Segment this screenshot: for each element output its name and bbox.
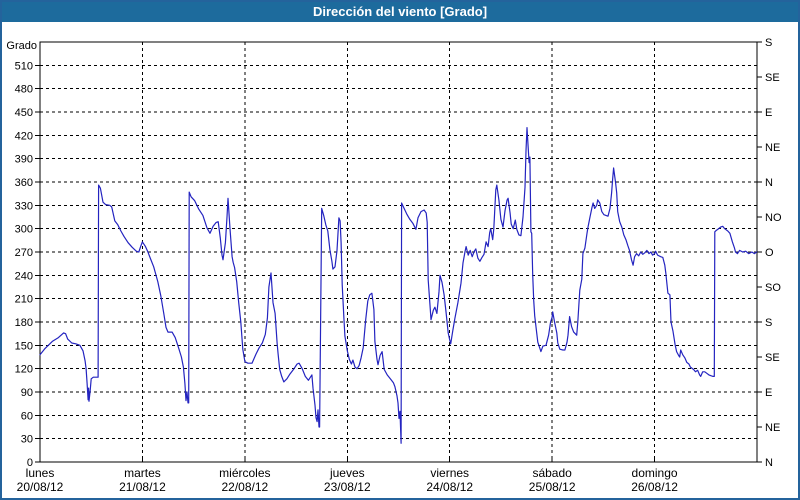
compass-tick-label: E bbox=[765, 387, 772, 399]
compass-tick-label: NE bbox=[765, 142, 780, 154]
compass-tick-label: N bbox=[765, 177, 773, 189]
y-left-tick-label: 420 bbox=[15, 130, 33, 142]
y-left-tick-label: 30 bbox=[21, 434, 33, 446]
y-left-tick-label: 210 bbox=[15, 294, 33, 306]
y-left-tick-label: 0 bbox=[27, 457, 33, 469]
y-left-tick-label: 450 bbox=[15, 107, 33, 119]
compass-tick-label: S bbox=[765, 317, 772, 329]
y-left-tick-label: 240 bbox=[15, 270, 33, 282]
day-name-label: lunes bbox=[26, 466, 55, 480]
day-date-label: 21/08/12 bbox=[119, 480, 166, 494]
compass-tick-label: SE bbox=[765, 72, 780, 84]
wind-direction-line bbox=[39, 127, 758, 444]
compass-tick-label: NE bbox=[765, 422, 780, 434]
day-name-label: sábado bbox=[532, 466, 572, 480]
day-name-label: martes bbox=[124, 466, 161, 480]
day-date-label: 23/08/12 bbox=[324, 480, 371, 494]
y-left-tick-label: 120 bbox=[15, 364, 33, 376]
y-left-tick-label: 300 bbox=[15, 224, 33, 236]
day-date-label: 20/08/12 bbox=[17, 480, 64, 494]
day-date-label: 22/08/12 bbox=[221, 480, 268, 494]
window-titlebar: Dirección del viento [Grado] bbox=[2, 2, 798, 22]
compass-tick-label: SO bbox=[765, 282, 781, 294]
day-name-label: domingo bbox=[632, 466, 678, 480]
y-axis-title: Grado bbox=[6, 40, 37, 52]
y-left-tick-label: 270 bbox=[15, 247, 33, 259]
compass-tick-label: E bbox=[765, 107, 772, 119]
y-left-tick-label: 510 bbox=[15, 60, 33, 72]
y-left-tick-label: 150 bbox=[15, 340, 33, 352]
y-left-tick-label: 60 bbox=[21, 410, 33, 422]
window-title: Dirección del viento [Grado] bbox=[312, 4, 488, 19]
compass-tick-label: S bbox=[765, 37, 772, 49]
compass-tick-label: SE bbox=[765, 352, 780, 364]
y-left-tick-label: 480 bbox=[15, 84, 33, 96]
day-name-label: jueves bbox=[329, 466, 365, 480]
y-left-tick-label: 330 bbox=[15, 200, 33, 212]
y-left-tick-label: 360 bbox=[15, 177, 33, 189]
compass-tick-label: N bbox=[765, 457, 773, 469]
day-name-label: miércoles bbox=[219, 466, 270, 480]
y-left-tick-label: 180 bbox=[15, 317, 33, 329]
y-left-tick-label: 390 bbox=[15, 154, 33, 166]
compass-tick-label: NO bbox=[765, 212, 782, 224]
y-left-tick-label: 90 bbox=[21, 387, 33, 399]
day-name-label: viernes bbox=[430, 466, 469, 480]
compass-tick-label: O bbox=[765, 247, 774, 259]
day-date-label: 26/08/12 bbox=[631, 480, 678, 494]
day-date-label: 25/08/12 bbox=[529, 480, 576, 494]
day-date-label: 24/08/12 bbox=[426, 480, 473, 494]
